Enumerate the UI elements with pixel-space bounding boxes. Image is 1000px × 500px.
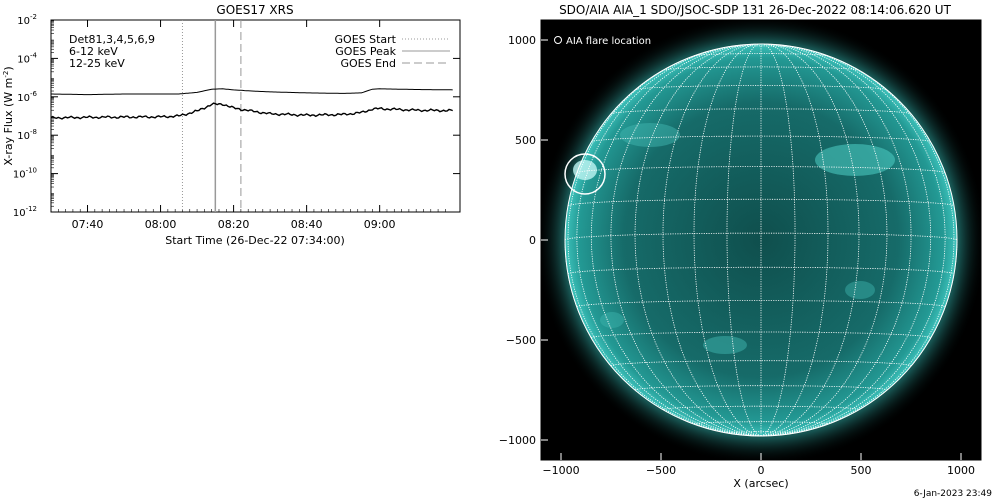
aia-y-axis: −1000 −500 0 500 1000 <box>499 34 548 447</box>
aia-latitude-line <box>662 405 860 410</box>
goes-x-tick-label: 08:40 <box>291 218 323 231</box>
aia-x-axis: −1000 −500 0 500 1000 <box>542 453 975 477</box>
aia-limb <box>564 43 958 437</box>
aia-x-tick-label: 0 <box>758 464 765 477</box>
legend-goes-peak: GOES Peak <box>335 45 396 58</box>
goes-y-tick-label: 10-10 <box>13 167 37 181</box>
aia-longitude-line <box>576 44 762 437</box>
aia-latitude-line <box>726 431 796 434</box>
aia-longitude-line <box>760 47 955 437</box>
aia-panel: SDO/AIA AIA_1 SDO/JSOC-SDP 131 26-Dec-20… <box>499 3 982 490</box>
goes-series-line-0 <box>51 88 453 96</box>
aia-latitude-line <box>568 198 954 206</box>
aia-latitude-line <box>693 421 829 425</box>
aia-latitude-line <box>634 385 888 391</box>
goes-y-tick-label: 10-8 <box>17 128 37 142</box>
aia-x-axis-label: X (arcsec) <box>733 477 788 490</box>
aia-y-tick-label: 1000 <box>508 34 536 47</box>
aia-longitude-line <box>610 44 762 437</box>
aia-longitude-line <box>567 47 762 437</box>
goes-x-tick-label: 08:00 <box>145 218 177 231</box>
aia-longitude-line <box>760 44 912 437</box>
aia-y-tick-label: −500 <box>506 334 536 347</box>
aia-longitude-line <box>760 43 860 437</box>
goes-y-tick-label: 10-2 <box>17 13 37 27</box>
goes-x-tick-label: 07:40 <box>72 218 104 231</box>
aia-title: SDO/AIA AIA_1 SDO/JSOC-SDP 131 26-Dec-20… <box>559 3 952 17</box>
aia-longitude-line <box>760 43 796 437</box>
footer-timestamp: 6-Jan-2023 23:49 <box>914 489 993 499</box>
aia-y-tick-label: 0 <box>529 234 536 247</box>
goes-x-axis-label: Start Time (26-Dec-22 07:34:00) <box>165 234 345 247</box>
aia-legend-circle-icon <box>554 36 562 44</box>
aia-legend-text: AIA flare location <box>566 36 651 47</box>
goes-channel-legend: Det81,3,4,5,6,9 6-12 keV 12-25 keV <box>69 33 155 70</box>
aia-longitude-line <box>662 43 762 437</box>
aia-longitude-line <box>726 43 762 437</box>
goes-marker-legend: GOES Start GOES Peak GOES End <box>335 33 450 70</box>
aia-x-tick-label: −1000 <box>542 464 579 477</box>
goes-y-tick-label: 10-12 <box>13 205 37 219</box>
aia-longitude-line <box>693 43 762 437</box>
goes-series-line-1 <box>51 102 453 120</box>
aia-longitude-line <box>760 44 946 437</box>
aia-latitude-line <box>564 232 958 241</box>
legend-channel-12-25: 12-25 keV <box>69 57 125 70</box>
goes-y-tick-label: 10-6 <box>17 90 37 104</box>
aia-x-tick-label: 500 <box>851 464 872 477</box>
legend-goes-end: GOES End <box>340 57 396 70</box>
goes-x-axis: 07:40 08:00 08:20 08:40 09:00 <box>58 20 446 231</box>
goes-y-axis-label: X-ray Flux (W m-2) <box>2 66 15 165</box>
legend-channel-detectors: Det81,3,4,5,6,9 <box>69 33 155 46</box>
aia-image: AIA flare location <box>541 20 981 460</box>
goes-series <box>51 88 453 120</box>
goes-x-tick-label: 08:20 <box>218 218 250 231</box>
aia-longitude-line <box>760 44 932 437</box>
aia-flare-circle <box>564 153 606 195</box>
aia-x-tick-label: 1000 <box>947 464 975 477</box>
aia-longitude-line <box>590 44 762 437</box>
legend-channel-6-12: 6-12 keV <box>69 45 118 58</box>
legend-goes-start: GOES Start <box>335 33 397 46</box>
aia-x-tick-label: −500 <box>646 464 676 477</box>
goes-y-tick-label: 10-4 <box>17 51 37 65</box>
aia-latitude-line <box>635 85 887 91</box>
goes-event-markers <box>181 20 242 212</box>
aia-y-tick-label: 500 <box>515 134 536 147</box>
goes-panel: GOES17 XRS 10-12 10-10 10-8 10-6 10-4 10-2 07… <box>2 3 461 247</box>
goes-x-tick-label: 09:00 <box>364 218 396 231</box>
aia-y-tick-label: −1000 <box>499 434 536 447</box>
goes-title: GOES17 XRS <box>216 3 293 17</box>
aia-longitude-line <box>760 43 829 437</box>
